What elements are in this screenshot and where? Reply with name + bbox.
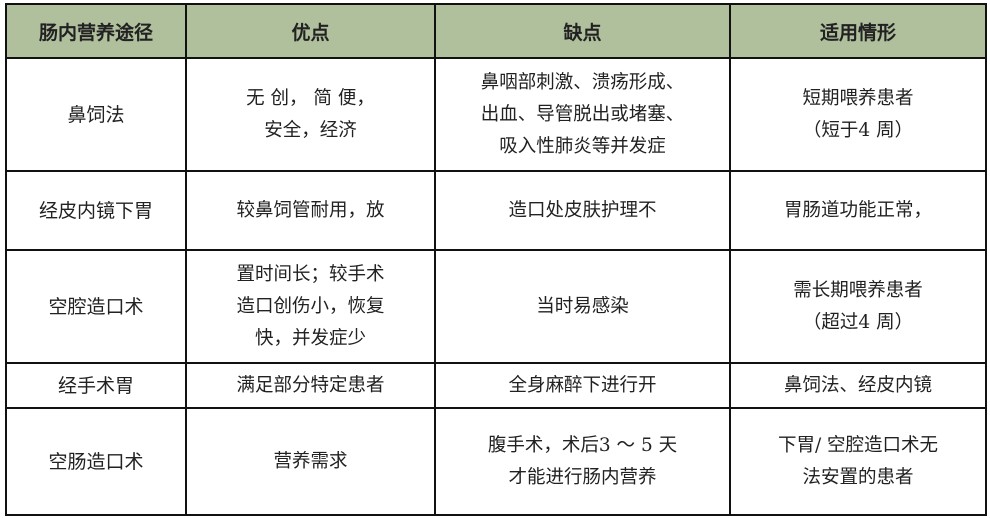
use-cell: 胃肠道功能正常，: [729, 170, 987, 251]
table-row: 鼻饲法 无 创， 简 便， 安全，经济 鼻咽部刺激、溃疡形成、 出血、导管脱出或堵塞、吸…: [5, 57, 987, 172]
pros-line: 安全，经济: [264, 119, 357, 141]
pros-cell: 较鼻饲管耐用，放: [185, 170, 436, 251]
pros-line: 营养需求: [273, 450, 348, 472]
use-cell: 短期喂养患者 （短于4 周）: [729, 57, 987, 172]
pros-line: 快，并发症少: [254, 327, 366, 349]
table-row: 经皮内镜下胃 较鼻饲管耐用，放 造口处皮肤护理不 胃肠道功能正常，: [5, 170, 987, 251]
route-cell: 空肠造口术: [5, 407, 187, 516]
cons-line: 腹手术，术后3 ～ 5 天: [487, 434, 678, 456]
header-route: 肠内营养途径: [5, 3, 187, 59]
use-line: （超过4 周）: [802, 311, 914, 333]
use-line: 下胃/ 空腔造口术无: [777, 434, 939, 456]
cons-cell: 鼻咽部刺激、溃疡形成、 出血、导管脱出或堵塞、 吸入性肺炎等并发症: [434, 57, 731, 172]
use-line: （短于4 周）: [802, 119, 914, 141]
use-line: 胃肠道功能正常，: [783, 199, 932, 221]
pros-line: 无 创， 简 便，: [246, 87, 375, 109]
pros-cell: 置时间长；较手术 造口创伤小，恢复 快，并发症少: [185, 249, 436, 364]
pros-line: 满足部分特定患者: [236, 374, 385, 396]
cons-line: 出血、导管脱出或堵塞、: [480, 103, 685, 125]
pros-line: 较鼻饲管耐用，放: [236, 199, 385, 221]
use-cell: 需长期喂养患者 （超过4 周）: [729, 249, 987, 364]
pros-cell: 满足部分特定患者: [185, 362, 436, 409]
cons-line: 造口处皮肤护理不: [508, 199, 657, 221]
header-pros: 优点: [185, 3, 436, 59]
use-cell: 鼻饲法、经皮内镜: [729, 362, 987, 409]
cons-line: 才能进行肠内营养: [508, 466, 657, 488]
table-row: 空肠造口术 营养需求 腹手术，术后3 ～ 5 天才能进行肠内营养 下胃/ 空腔造口术无…: [5, 407, 987, 516]
route-cell: 空腔造口术: [5, 249, 187, 364]
cons-line: 全身麻醉下进行开: [508, 374, 657, 396]
route-cell: 鼻饲法: [5, 57, 187, 172]
cons-line: 当时易感染: [536, 295, 629, 317]
header-use: 适用情形: [729, 3, 987, 59]
use-line: 短期喂养患者: [802, 87, 914, 109]
cons-cell: 全身麻醉下进行开: [434, 362, 731, 409]
pros-cell: 无 创， 简 便， 安全，经济: [185, 57, 436, 172]
route-cell: 经皮内镜下胃: [5, 170, 187, 251]
enteral-nutrition-table: 肠内营养途径 优点 缺点 适用情形 鼻饲法 无 创， 简 便， 安全，经济 鼻咽部刺激…: [5, 3, 987, 516]
cons-cell: 腹手术，术后3 ～ 5 天才能进行肠内营养: [434, 407, 731, 516]
header-cons: 缺点: [434, 3, 731, 59]
table-row: 经手术胃 满足部分特定患者 全身麻醉下进行开 鼻饲法、经皮内镜: [5, 362, 987, 409]
use-cell: 下胃/ 空腔造口术无 法安置的患者: [729, 407, 987, 516]
pros-cell: 营养需求: [185, 407, 436, 516]
cons-cell: 造口处皮肤护理不: [434, 170, 731, 251]
use-line: 鼻饲法、经皮内镜: [783, 374, 932, 396]
table-row: 空腔造口术 置时间长；较手术 造口创伤小，恢复 快，并发症少 当时易感染 需长期喂养患者（…: [5, 249, 987, 364]
cons-line: 吸入性肺炎等并发症: [499, 135, 666, 157]
cons-line: 鼻咽部刺激、溃疡形成、: [480, 71, 685, 93]
route-cell: 经手术胃: [5, 362, 187, 409]
pros-line: 置时间长；较手术: [236, 263, 385, 285]
use-line: 法安置的患者: [802, 466, 914, 488]
pros-line: 造口创伤小，恢复: [236, 295, 385, 317]
use-line: 需长期喂养患者: [793, 279, 923, 301]
header-row: 肠内营养途径 优点 缺点 适用情形: [5, 3, 987, 59]
cons-cell: 当时易感染: [434, 249, 731, 364]
